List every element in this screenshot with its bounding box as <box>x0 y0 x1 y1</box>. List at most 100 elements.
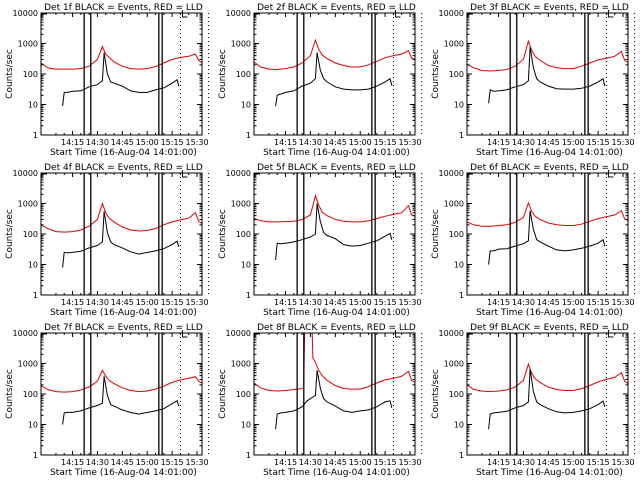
y-tick-label: 100 <box>236 390 251 399</box>
x-tick-label: 15:30 <box>185 298 208 307</box>
y-tick-label: 1000 <box>231 40 251 49</box>
x-tick-label: 14:45 <box>324 298 347 307</box>
y-tick-label: 10000 <box>439 169 464 178</box>
y-tick-label: 100 <box>449 230 464 239</box>
x-tick-label: 15:00 <box>562 138 585 147</box>
y-tick-label: 10 <box>28 261 38 270</box>
x-tick-label: 14:45 <box>111 298 134 307</box>
y-tick-label: 1000 <box>18 360 38 369</box>
y-axis-title: Counts/sec <box>5 369 15 419</box>
y-axis-title: Counts/sec <box>431 49 441 99</box>
x-tick-label: 14:45 <box>111 138 134 147</box>
chart-title: Det 8f BLACK = Events, RED = LLD <box>257 323 416 333</box>
y-tick-label: 1000 <box>444 40 464 49</box>
x-tick-label: 15:15 <box>161 458 184 467</box>
x-tick-label: 14:30 <box>86 138 109 147</box>
bracket-marker <box>607 10 614 18</box>
bracket-marker <box>181 170 188 178</box>
x-tick-label: 15:30 <box>611 298 634 307</box>
x-tick-label: 15:15 <box>161 298 184 307</box>
chart-panel-7: 1 10 100 1000 10000 14:15 14:30 14:45 15:00 15:15… <box>5 323 210 478</box>
series-line-lld <box>41 369 202 393</box>
y-tick-label: 10 <box>454 421 464 430</box>
chart-title: Det 3f BLACK = Events, RED = LLD <box>470 3 629 13</box>
y-tick-label: 10000 <box>226 9 251 18</box>
x-tick-label: 14:15 <box>61 458 84 467</box>
y-tick-label: 1000 <box>231 200 251 209</box>
series-line-lld <box>254 333 415 392</box>
y-tick-label: 1 <box>246 451 251 460</box>
y-tick-label: 1 <box>33 451 38 460</box>
chart-panel-6: 1 10 100 1000 10000 14:15 14:30 14:45 15:00 15:15… <box>431 163 636 318</box>
y-tick-label: 1 <box>459 131 464 140</box>
chart-title: Det 7f BLACK = Events, RED = LLD <box>44 323 203 333</box>
x-tick-label: 14:30 <box>86 458 109 467</box>
bracket-marker <box>607 170 614 178</box>
chart-panel-4: 1 10 100 1000 10000 14:15 14:30 14:45 15:00 15:15… <box>5 163 210 318</box>
x-axis-title: Start Time (16-Aug-04 14:01:00) <box>476 468 623 478</box>
x-tick-label: 14:15 <box>487 138 510 147</box>
series-line-events <box>62 52 180 106</box>
y-axis-title: Counts/sec <box>5 49 15 99</box>
x-tick-label: 14:45 <box>537 458 560 467</box>
y-tick-label: 100 <box>449 390 464 399</box>
x-tick-label: 15:00 <box>349 458 372 467</box>
x-tick-label: 14:45 <box>324 138 347 147</box>
series-line-events <box>275 370 393 430</box>
x-axis-title: Start Time (16-Aug-04 14:01:00) <box>476 148 623 158</box>
series-line-lld <box>467 201 628 227</box>
y-tick-label: 10 <box>241 101 251 110</box>
x-tick-label: 14:30 <box>299 298 322 307</box>
x-axis-title: Start Time (16-Aug-04 14:01:00) <box>50 308 197 318</box>
x-tick-label: 14:30 <box>299 458 322 467</box>
series-line-events <box>62 211 180 268</box>
y-tick-label: 1000 <box>18 40 38 49</box>
y-axis-title: Counts/sec <box>431 209 441 259</box>
x-tick-label: 15:00 <box>562 298 585 307</box>
x-tick-label: 15:30 <box>398 138 421 147</box>
y-tick-label: 10000 <box>226 169 251 178</box>
bracket-marker <box>181 330 188 338</box>
x-axis-title: Start Time (16-Aug-04 14:01:00) <box>50 468 197 478</box>
chart-panel-2: 1 10 100 1000 10000 14:15 14:30 14:45 15:00 15:15… <box>218 3 423 158</box>
y-axis-title: Counts/sec <box>431 369 441 419</box>
series-line-events <box>275 52 393 106</box>
x-tick-label: 14:30 <box>512 138 535 147</box>
x-tick-label: 14:15 <box>274 138 297 147</box>
y-tick-label: 10 <box>28 101 38 110</box>
series-line-lld <box>41 45 202 70</box>
x-tick-label: 15:30 <box>398 298 421 307</box>
x-tick-label: 14:30 <box>86 298 109 307</box>
x-tick-label: 14:30 <box>299 138 322 147</box>
bracket-marker <box>181 10 188 18</box>
x-tick-label: 15:30 <box>185 458 208 467</box>
chart-title: Det 5f BLACK = Events, RED = LLD <box>257 163 416 173</box>
y-tick-label: 10 <box>454 261 464 270</box>
x-tick-label: 15:30 <box>611 138 634 147</box>
x-tick-label: 15:15 <box>374 298 397 307</box>
x-axis-title: Start Time (16-Aug-04 14:01:00) <box>263 148 410 158</box>
x-tick-label: 15:00 <box>136 458 159 467</box>
series-line-events <box>488 210 606 265</box>
y-axis-title: Counts/sec <box>218 369 228 419</box>
y-tick-label: 10000 <box>439 329 464 338</box>
chart-title: Det 9f BLACK = Events, RED = LLD <box>470 323 629 333</box>
y-tick-label: 1 <box>459 291 464 300</box>
y-tick-label: 10 <box>454 101 464 110</box>
x-tick-label: 14:45 <box>537 138 560 147</box>
y-tick-label: 100 <box>23 70 38 79</box>
y-axis-title: Counts/sec <box>218 49 228 99</box>
x-tick-label: 14:15 <box>274 298 297 307</box>
y-axis-title: Counts/sec <box>5 209 15 259</box>
x-tick-label: 15:00 <box>562 458 585 467</box>
y-tick-label: 10000 <box>439 9 464 18</box>
x-tick-label: 15:15 <box>374 458 397 467</box>
bracket-marker <box>394 10 401 18</box>
x-tick-label: 15:15 <box>587 138 610 147</box>
x-tick-label: 15:00 <box>136 298 159 307</box>
x-tick-label: 14:45 <box>111 458 134 467</box>
y-tick-label: 1 <box>33 291 38 300</box>
series-line-events <box>488 47 606 104</box>
